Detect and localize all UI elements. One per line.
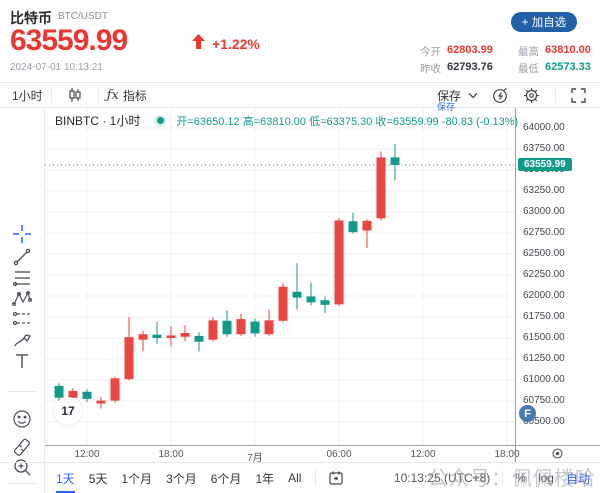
price-axis[interactable]: 60500.00 60750.00 61000.00 61250.00 61500.00…: [515, 108, 600, 462]
stat-label: 最高: [518, 46, 539, 58]
x-axis-label: 12:00: [410, 449, 436, 460]
y-axis-label: 63750.00: [523, 143, 565, 154]
symbol-pair: BTC/USDT: [58, 11, 108, 22]
tradingview-logo: 17: [54, 397, 82, 425]
bottom-separator: [502, 471, 504, 485]
y-axis-label: 64000.00: [523, 122, 565, 133]
stat-label: 今开: [420, 46, 441, 58]
tools-separator: [8, 483, 36, 484]
legend-ohlc-values: 开=63650.12 高=63810.00 低=63375.30 收=63559…: [176, 115, 519, 128]
gear-icon[interactable]: [523, 87, 540, 104]
save-button[interactable]: 保存 保存: [436, 87, 461, 112]
bottom-right-group: 10:13:25 (UTC+8) % log 自动: [394, 470, 590, 487]
range-button-all[interactable]: All: [288, 471, 302, 485]
percent-scale-toggle[interactable]: %: [515, 471, 526, 485]
chart-legend: BINBTC · 1小时 开=63650.12 高=63810.00 低=633…: [55, 112, 518, 129]
stat-high: 最高 63810.00: [518, 44, 591, 59]
save-tooltip: 保存: [436, 101, 455, 112]
stat-prev-close: 昨收 62793.76: [420, 61, 493, 76]
price-change-percent: +1.22%: [212, 36, 260, 52]
x-axis-label: 18:00: [494, 449, 520, 460]
y-axis-label: 63000.00: [523, 206, 565, 217]
brush-icon[interactable]: [11, 329, 33, 351]
zoom-in-icon[interactable]: [11, 456, 33, 478]
candlestick-chart[interactable]: [45, 108, 515, 445]
symbol-name: 比特币: [10, 10, 52, 26]
camera-icon[interactable]: [492, 87, 509, 104]
fullscreen-icon[interactable]: [571, 87, 586, 103]
y-axis-label: 61750.00: [523, 311, 565, 322]
emoji-icon[interactable]: [11, 408, 33, 430]
drawing-tools-sidebar: [0, 108, 45, 493]
go-to-date-icon[interactable]: [328, 470, 344, 486]
trend-line-icon[interactable]: [11, 246, 33, 268]
legend-series-title: BINBTC · 1小时: [55, 114, 141, 128]
fx-indicator-icon: ƒx: [106, 87, 119, 103]
chevron-down-icon[interactable]: [468, 92, 478, 99]
stat-label: 昨收: [420, 63, 441, 75]
floating-f-button[interactable]: F: [519, 405, 536, 422]
range-button-1y[interactable]: 1年: [255, 471, 275, 486]
tools-separator: [8, 391, 36, 392]
y-axis-label: 62750.00: [523, 227, 565, 238]
range-button-6m[interactable]: 6个月: [210, 471, 242, 486]
toolbar-right-group: 保存 保存: [436, 87, 600, 112]
x-axis-label: 06:00: [326, 449, 352, 460]
stat-value: 63810.00: [545, 44, 591, 56]
add-watchlist-button[interactable]: + 加自选: [511, 12, 577, 32]
series-status-dot: [154, 114, 167, 127]
range-button-3m[interactable]: 3个月: [166, 471, 197, 486]
y-axis-label: 60500.00: [523, 416, 565, 427]
quote-timestamp: 2024-07-01 10:13:21: [10, 62, 103, 73]
crosshair-icon[interactable]: [11, 223, 33, 245]
range-button-5d[interactable]: 5天: [88, 471, 108, 486]
stat-value: 62793.76: [447, 61, 493, 73]
range-button-1d[interactable]: 1天: [56, 471, 75, 493]
ruler-icon[interactable]: [11, 437, 33, 459]
x-axis-label: 7月: [247, 453, 263, 464]
chart-toolbar: 1小时 ƒx 指标 保存 保存: [0, 82, 600, 112]
text-tool-icon[interactable]: [11, 350, 33, 372]
bottom-separator: [315, 470, 317, 486]
y-axis-label: 62000.00: [523, 290, 565, 301]
y-axis-label: 61500.00: [523, 332, 565, 343]
range-button-1m[interactable]: 1个月: [121, 471, 153, 486]
xabcd-pattern-icon[interactable]: [11, 288, 33, 310]
log-scale-toggle[interactable]: log: [537, 471, 554, 485]
current-price: 63559.99: [10, 24, 128, 57]
toolbar-separator: [50, 87, 52, 103]
axis-settings-icon[interactable]: [551, 447, 564, 460]
y-axis-label: 61250.00: [523, 353, 565, 364]
interval-selector[interactable]: 1小时: [12, 88, 43, 103]
current-price-tag: 63559.99: [518, 158, 572, 171]
fib-retracement-icon[interactable]: [11, 267, 33, 289]
y-axis-label: 61000.00: [523, 374, 565, 385]
toolbar-separator: [555, 87, 556, 103]
y-axis-label: 62250.00: [523, 269, 565, 280]
stat-label: 最低: [518, 63, 539, 75]
stat-low: 最低 62573.33: [518, 61, 591, 76]
auto-scale-toggle[interactable]: 自动: [565, 471, 590, 486]
forecast-icon[interactable]: [11, 308, 33, 330]
bottom-toolbar: 1天 5天 1个月 3个月 6个月 1年 All 10:13:25 (UTC+8…: [0, 462, 600, 493]
y-axis-label: 63250.00: [523, 185, 565, 196]
stat-value: 62803.99: [447, 44, 493, 56]
stat-value: 62573.33: [545, 61, 591, 73]
up-arrow-icon: [192, 34, 205, 49]
candlestick-style-button[interactable]: [67, 87, 83, 103]
toolbar-separator: [97, 87, 99, 103]
indicators-label: 指标: [122, 88, 147, 103]
x-axis-label: 18:00: [158, 449, 184, 460]
y-axis-label: 60750.00: [523, 395, 565, 406]
x-axis-label: 12:00: [74, 449, 100, 460]
stat-open: 今开 62803.99: [420, 44, 493, 59]
indicators-button[interactable]: ƒx 指标: [107, 87, 147, 104]
clock-display[interactable]: 10:13:25 (UTC+8): [393, 471, 491, 485]
save-label: 保存: [436, 88, 461, 103]
y-axis-label: 62500.00: [523, 248, 565, 259]
time-axis[interactable]: 12:00 18:00 7月 06:00 12:00 18:00: [45, 445, 600, 464]
